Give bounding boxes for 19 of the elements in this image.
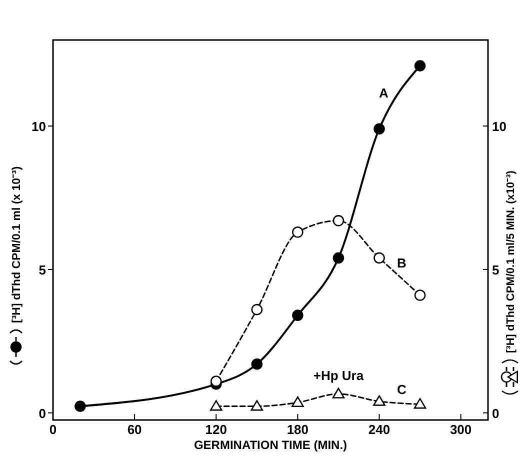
y-tick-label: 10 <box>32 119 46 134</box>
x-tick-label: 60 <box>127 422 142 437</box>
y-axis-title: [³H] dThd CPM/0.1 ml (x 10⁻³) <box>11 166 23 323</box>
x-tick-label: 240 <box>368 422 390 437</box>
annotation: +Hp Ura <box>313 368 364 383</box>
y2-tick-label: 10 <box>492 119 506 134</box>
x-tick-label: 180 <box>286 422 309 437</box>
y-tick-label: 0 <box>38 406 46 421</box>
x-tick-label: 120 <box>205 422 227 437</box>
series-label: A <box>378 85 389 100</box>
x-tick-label: 300 <box>450 422 472 437</box>
x-axis-title: GERMINATION TIME (MIN.) <box>194 438 348 452</box>
y2-axis-title: [³H] dThd CPM/0.1 ml/5 MIN. (x10⁻³) <box>505 170 517 353</box>
y-tick-label: 5 <box>38 262 46 278</box>
y2-tick-label: 0 <box>492 406 500 421</box>
y2-tick-label: 5 <box>492 262 500 278</box>
series-label: C <box>396 382 407 397</box>
series-label: B <box>396 256 406 271</box>
x-tick-label: 0 <box>49 422 57 437</box>
